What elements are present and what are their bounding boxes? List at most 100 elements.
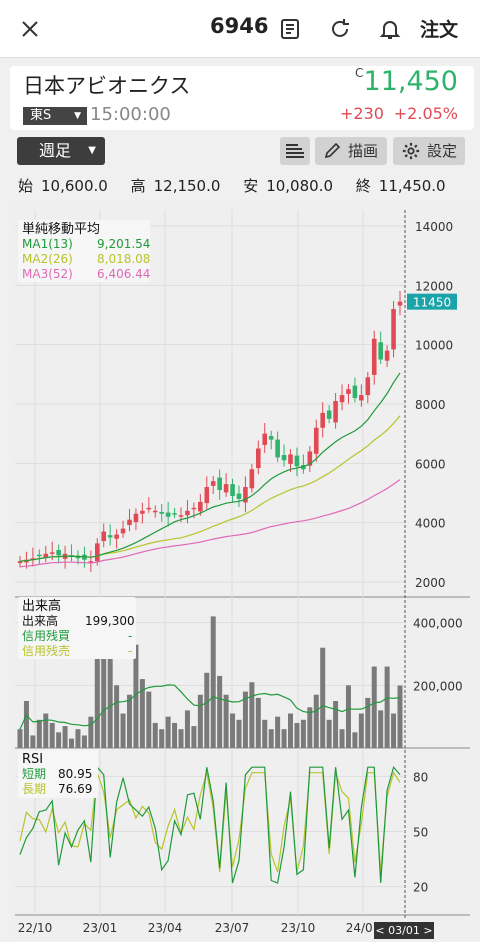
- volume-bar: [75, 729, 81, 748]
- volume-bar: [262, 719, 268, 748]
- volume-bar: [114, 685, 120, 748]
- margin-sell-value: -: [128, 644, 133, 658]
- volume-bar: [69, 738, 75, 748]
- gear-icon: [402, 142, 420, 160]
- x-tick-label: 22/10: [18, 921, 53, 935]
- candle-body: [152, 510, 158, 513]
- candle-body: [185, 510, 190, 516]
- ma-legend: 単純移動平均 MA1(13) 9,201.54 MA2(26) 8,018.08 M…: [18, 220, 150, 282]
- ma1-line: [19, 372, 401, 562]
- current-date-tag[interactable]: < 03/01 >: [374, 922, 434, 939]
- quote-time: 15:00:00: [90, 104, 171, 125]
- margin-sell-label: 信用残売: [22, 644, 71, 658]
- volume-bar: [152, 722, 158, 748]
- volume-bar: [146, 691, 152, 748]
- volume-bar: [23, 701, 29, 748]
- draw-button[interactable]: 描画: [315, 137, 387, 165]
- candle-body: [236, 493, 242, 499]
- volume-bar: [365, 697, 371, 748]
- candle-body: [101, 531, 107, 542]
- settings-label: 設定: [427, 142, 458, 160]
- candle-body: [37, 554, 42, 557]
- rsi-short-label: 短期: [22, 767, 47, 781]
- period-label: 週足: [39, 141, 72, 160]
- candle-body: [230, 484, 235, 496]
- market-select[interactable]: 東S ▼: [23, 107, 87, 125]
- price-tick-label: 2000: [415, 576, 446, 590]
- volume-bar: [313, 694, 319, 748]
- stock-chart[interactable]: 22/10 23/01 23/04 23/07 23/10 24/01 14000 12000…: [10, 200, 480, 942]
- candle-body: [352, 385, 358, 399]
- candle-body: [371, 338, 377, 375]
- price-tick-label: 4000: [415, 517, 446, 531]
- stock-name: 日本アビオニクス: [23, 74, 191, 98]
- candle-body: [262, 433, 268, 445]
- candle-body: [159, 511, 164, 514]
- price-tick-label: 8000: [415, 398, 446, 412]
- margin-buy-label: 信用残買: [22, 629, 71, 643]
- volume-bar: [197, 694, 203, 748]
- volume-bar: [268, 729, 274, 748]
- volume-bar: [165, 716, 171, 748]
- volume-legend: 出来高 出来高 199,300 信用残買 - 信用残売 -: [18, 597, 136, 659]
- stock-info: 日本アビオニクス 東S ▼ 15:00:00 C 11,450 +230 +2.…: [10, 66, 474, 130]
- refresh-icon[interactable]: [328, 17, 352, 41]
- settings-button[interactable]: 設定: [393, 137, 465, 165]
- volume-bar: [333, 701, 339, 748]
- volume-bar: [101, 616, 107, 748]
- current-price: 11,450: [363, 66, 458, 97]
- low-label: 安: [243, 177, 259, 195]
- chevron-down-icon: ▼: [88, 145, 96, 156]
- candle-body: [114, 534, 119, 539]
- volume-bar: [339, 729, 345, 748]
- volume-bar: [178, 729, 184, 748]
- volume-bar: [326, 719, 332, 748]
- candle-body: [30, 558, 36, 560]
- volume-bar: [159, 729, 165, 748]
- candle-body: [268, 436, 274, 440]
- price-tick-label: 10000: [415, 339, 453, 353]
- top-bar: 6946 注文: [0, 0, 480, 58]
- bell-icon[interactable]: [378, 17, 402, 41]
- ma-legend-title: 単純移動平均: [22, 222, 101, 237]
- volume-bar: [30, 735, 36, 748]
- volume-bar: [17, 729, 23, 748]
- volume-value: 199,300: [85, 614, 135, 628]
- high-value: 12,150.0: [153, 177, 221, 195]
- volume-label: 出来高: [22, 614, 59, 628]
- candle-body: [275, 439, 280, 458]
- candle-body: [88, 561, 94, 563]
- rsi-tick-label: 80: [413, 770, 428, 784]
- period-select[interactable]: 週足 ▼: [17, 137, 105, 165]
- volume-legend-title: 出来高: [22, 599, 62, 614]
- candle-body: [281, 455, 287, 461]
- candle-body: [127, 519, 132, 526]
- x-tick-label: 23/10: [281, 921, 316, 935]
- rsi-short-value: 80.95: [58, 767, 93, 781]
- indicator-button[interactable]: [280, 137, 310, 165]
- volume-bar: [184, 710, 190, 748]
- order-button[interactable]: 注文: [420, 19, 459, 41]
- volume-bar: [36, 719, 42, 748]
- volume-bar: [133, 644, 139, 748]
- candle-body: [165, 512, 171, 517]
- rsi-legend-title: RSI: [22, 752, 44, 767]
- volume-bar: [294, 722, 300, 748]
- price-tag-bg: [407, 293, 457, 310]
- price-tick-label: 14000: [415, 220, 453, 234]
- close-icon[interactable]: [18, 17, 42, 41]
- volume-bar: [191, 726, 197, 748]
- candle-body: [17, 561, 23, 564]
- volume-bar: [88, 716, 94, 748]
- close-mark: C: [355, 66, 364, 80]
- memo-icon[interactable]: [278, 17, 302, 41]
- candle-body: [94, 543, 100, 562]
- list-lines-icon: [286, 144, 304, 158]
- rsi-long-label: 長期: [22, 782, 47, 796]
- volume-bar: [62, 726, 68, 748]
- candle-body: [320, 412, 326, 428]
- candle-body: [243, 487, 248, 503]
- price-tag-label: 11450: [413, 296, 451, 310]
- candle-body: [301, 465, 306, 470]
- ma3-line: [19, 479, 401, 568]
